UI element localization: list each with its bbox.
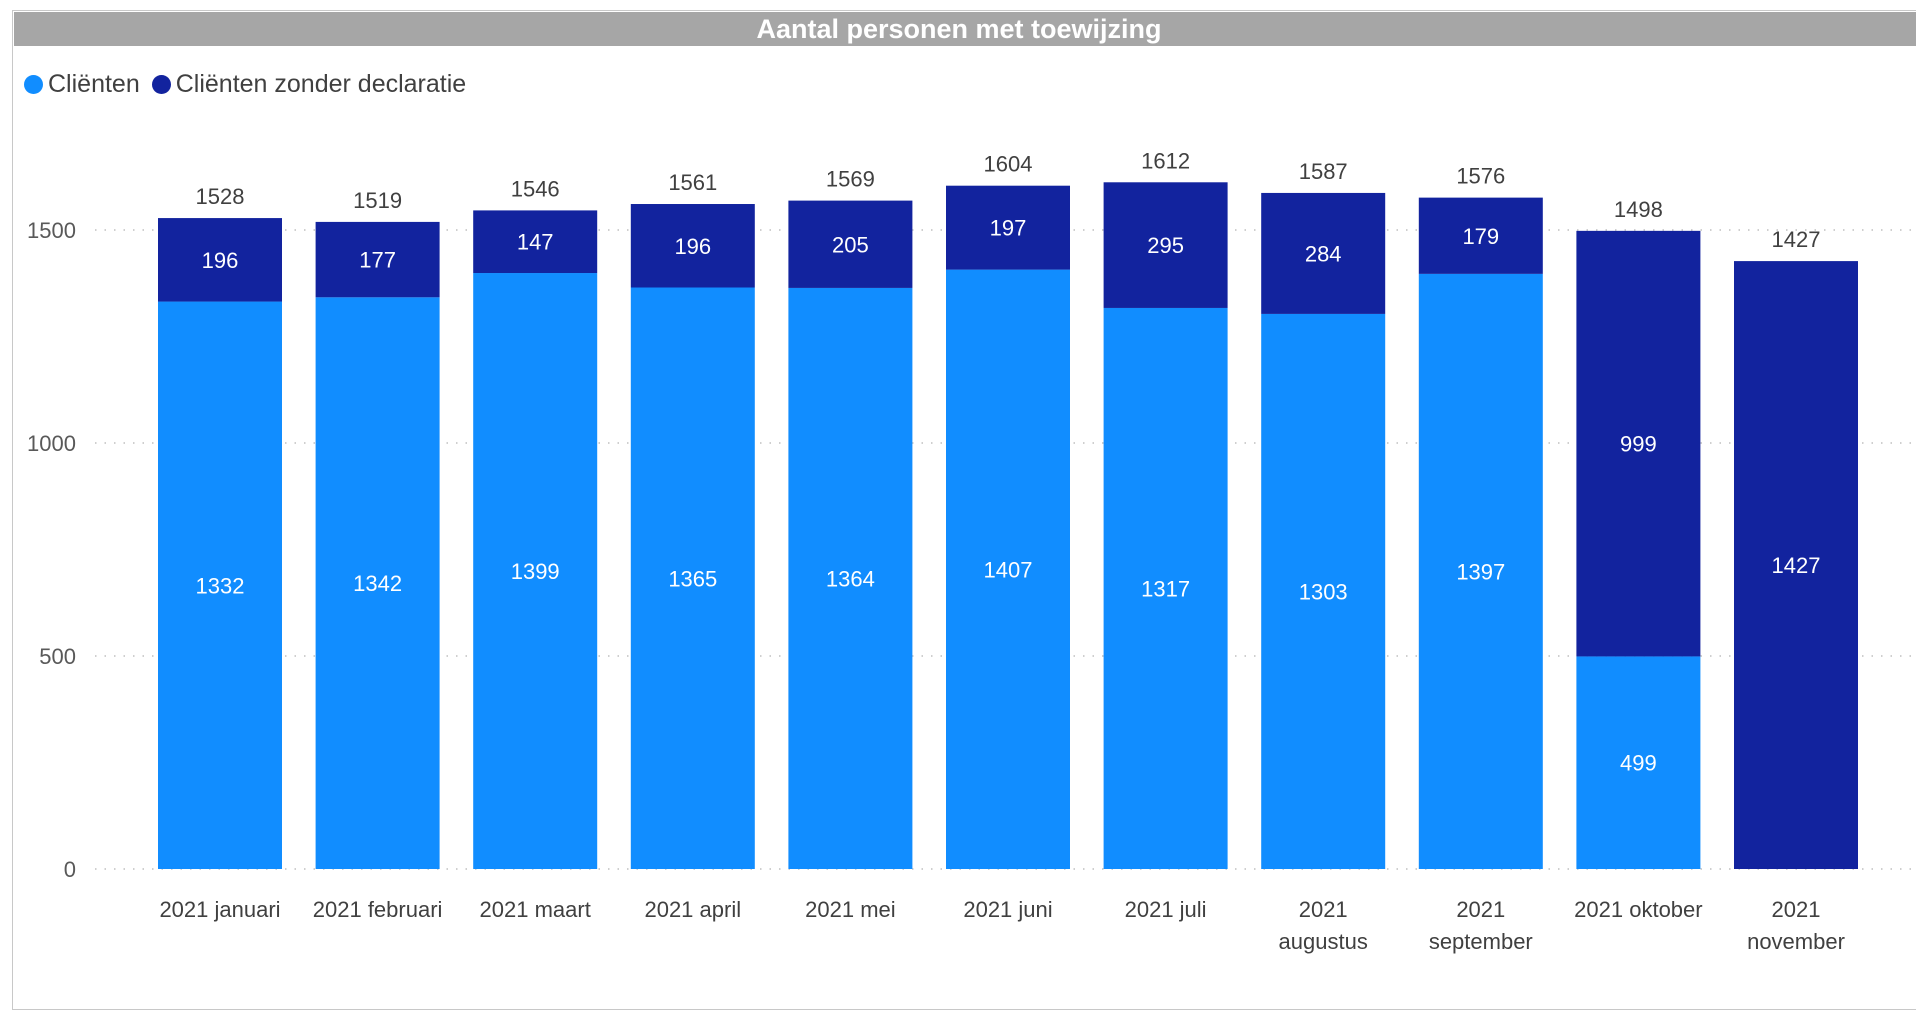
bar-segment-zonder-declaratie-3 bbox=[630, 204, 755, 288]
data-label-zonder-declaratie-3: 196 bbox=[674, 234, 711, 259]
data-label-clienten-7: 1303 bbox=[1299, 579, 1348, 604]
bar-segment-zonder-declaratie-7 bbox=[1261, 192, 1386, 314]
x-tick-label-8-line-1: september bbox=[1429, 929, 1533, 954]
y-tick-label-500: 500 bbox=[39, 644, 76, 669]
bar-segment-clienten-8 bbox=[1418, 273, 1543, 869]
bar-segment-zonder-declaratie-9 bbox=[1576, 230, 1701, 657]
x-tick-label-6-line-0: 2021 juli bbox=[1125, 897, 1207, 922]
stacked-bar-chart: 0 500 1000 1500 1332 196 1528 2021 januari 1342 1… bbox=[27, 148, 1916, 954]
bar-segment-zonder-declaratie-0 bbox=[158, 218, 282, 302]
total-label-6: 1612 bbox=[1141, 148, 1190, 173]
data-label-clienten-2: 1399 bbox=[511, 559, 560, 584]
data-label-zonder-declaratie-6: 295 bbox=[1147, 233, 1184, 258]
data-label-zonder-declaratie-4: 205 bbox=[832, 232, 869, 257]
data-label-clienten-3: 1365 bbox=[668, 566, 717, 591]
total-label-8: 1576 bbox=[1456, 164, 1505, 189]
bar-segment-zonder-declaratie-5 bbox=[946, 185, 1070, 270]
total-label-5: 1604 bbox=[984, 152, 1033, 177]
data-label-zonder-declaratie-1: 177 bbox=[359, 248, 396, 273]
legend-label-clienten-zonder-declaratie: Cliënten zonder declaratie bbox=[175, 70, 467, 98]
legend-label-clienten: Cliënten bbox=[48, 70, 140, 98]
x-tick-label-5-line-0: 2021 juni bbox=[963, 897, 1052, 922]
legend-swatch-clienten bbox=[24, 75, 43, 94]
bar-segment-clienten-9 bbox=[1576, 656, 1701, 869]
data-label-clienten-9: 499 bbox=[1620, 751, 1657, 776]
chart-title: Aantal personen met toewijzing bbox=[756, 13, 1162, 44]
data-label-zonder-declaratie-0: 196 bbox=[202, 248, 239, 273]
bar-segment-clienten-7 bbox=[1261, 313, 1386, 869]
bar-segment-zonder-declaratie-10 bbox=[1734, 261, 1858, 869]
legend-item-clienten-zonder-declaratie[interactable]: Cliënten zonder declaratie bbox=[151, 70, 467, 99]
bar-segment-clienten-4 bbox=[788, 287, 913, 869]
x-tick-label-9-line-0: 2021 oktober bbox=[1574, 897, 1702, 922]
data-label-zonder-declaratie-5: 197 bbox=[990, 216, 1027, 241]
legend-item-clienten[interactable]: Cliënten bbox=[24, 70, 140, 99]
y-tick-label-1500: 1500 bbox=[27, 218, 76, 243]
total-label-9: 1498 bbox=[1614, 197, 1663, 222]
total-label-0: 1528 bbox=[196, 184, 245, 209]
data-label-clienten-4: 1364 bbox=[826, 566, 875, 591]
y-tick-label-0: 0 bbox=[64, 857, 76, 882]
bar-segment-zonder-declaratie-8 bbox=[1418, 197, 1543, 274]
chart-title-bar: Aantal personen met toewijzing bbox=[14, 12, 1916, 46]
bar-segment-zonder-declaratie-1 bbox=[315, 221, 440, 298]
bar-segment-zonder-declaratie-2 bbox=[473, 210, 598, 274]
bar-segment-clienten-2 bbox=[473, 273, 598, 869]
bar-segment-clienten-3 bbox=[630, 287, 755, 869]
total-label-2: 1546 bbox=[511, 176, 560, 201]
data-label-zonder-declaratie-2: 147 bbox=[517, 230, 554, 255]
data-label-clienten-8: 1397 bbox=[1456, 559, 1505, 584]
data-label-clienten-6: 1317 bbox=[1141, 576, 1190, 601]
data-label-zonder-declaratie-7: 284 bbox=[1305, 241, 1342, 266]
x-tick-label-7-line-1: augustus bbox=[1279, 929, 1368, 954]
total-label-7: 1587 bbox=[1299, 159, 1348, 184]
bar-segment-zonder-declaratie-4 bbox=[788, 200, 913, 288]
y-tick-label-1000: 1000 bbox=[27, 431, 76, 456]
total-label-10: 1427 bbox=[1772, 227, 1821, 252]
bar-segment-zonder-declaratie-6 bbox=[1103, 182, 1228, 308]
x-tick-label-8-line-0: 2021 bbox=[1456, 897, 1505, 922]
x-tick-label-7-line-0: 2021 bbox=[1299, 897, 1348, 922]
x-tick-label-2-line-0: 2021 maart bbox=[480, 897, 591, 922]
x-tick-label-0-line-0: 2021 januari bbox=[159, 897, 280, 922]
legend-swatch-clienten-zonder-declaratie bbox=[151, 75, 171, 94]
data-label-clienten-5: 1407 bbox=[984, 557, 1033, 582]
x-tick-label-3-line-0: 2021 april bbox=[644, 897, 741, 922]
x-tick-label-10-line-0: 2021 bbox=[1772, 897, 1821, 922]
x-tick-label-1-line-0: 2021 februari bbox=[313, 897, 443, 922]
total-label-1: 1519 bbox=[353, 188, 402, 213]
x-tick-label-10-line-1: november bbox=[1747, 929, 1845, 954]
total-label-3: 1561 bbox=[668, 170, 717, 195]
data-label-zonder-declaratie-10: 1427 bbox=[1772, 553, 1821, 578]
bar-segment-clienten-0 bbox=[158, 301, 282, 869]
data-label-zonder-declaratie-8: 179 bbox=[1462, 224, 1499, 249]
legend: Cliënten Cliënten zonder declaratie bbox=[24, 70, 478, 99]
bar-segment-clienten-6 bbox=[1103, 307, 1228, 869]
x-tick-label-4-line-0: 2021 mei bbox=[805, 897, 896, 922]
data-label-clienten-0: 1332 bbox=[196, 573, 245, 598]
bar-segment-clienten-1 bbox=[315, 297, 440, 870]
data-label-zonder-declaratie-9: 999 bbox=[1620, 432, 1657, 457]
data-label-clienten-1: 1342 bbox=[353, 571, 402, 596]
total-label-4: 1569 bbox=[826, 167, 875, 192]
bar-segment-clienten-5 bbox=[946, 269, 1070, 869]
